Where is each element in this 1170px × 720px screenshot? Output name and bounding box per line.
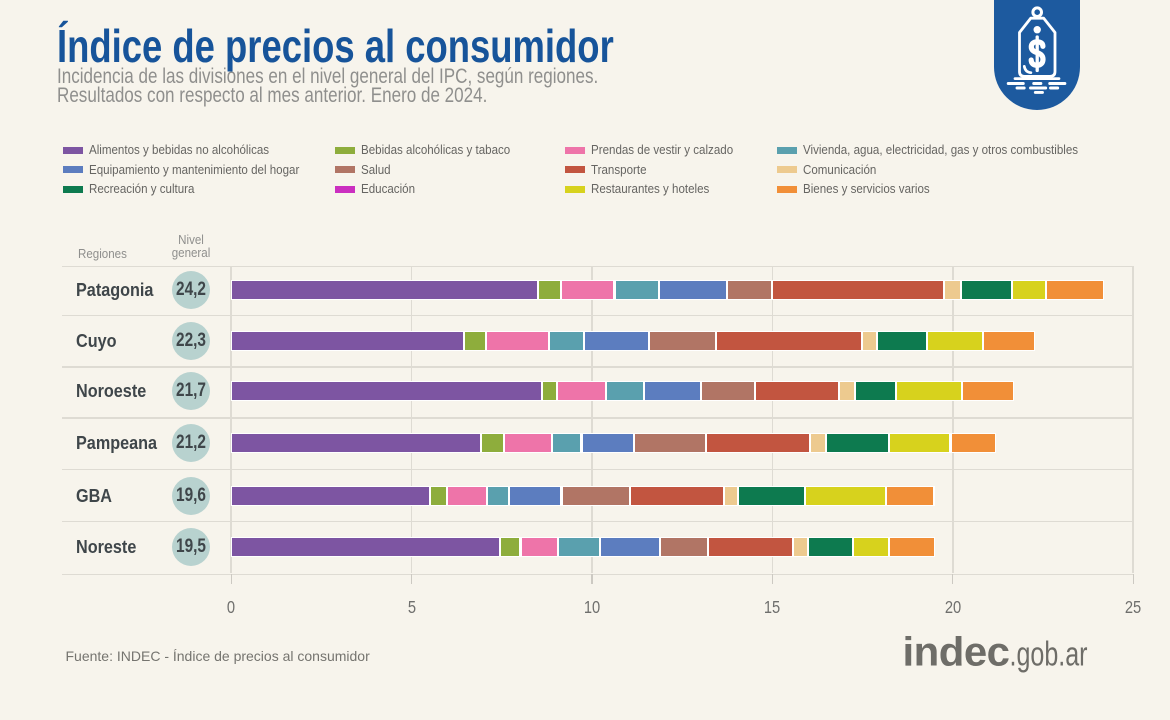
svg-text:indec: indec xyxy=(903,629,1010,674)
svg-text:.gob.ar: .gob.ar xyxy=(1010,636,1088,674)
